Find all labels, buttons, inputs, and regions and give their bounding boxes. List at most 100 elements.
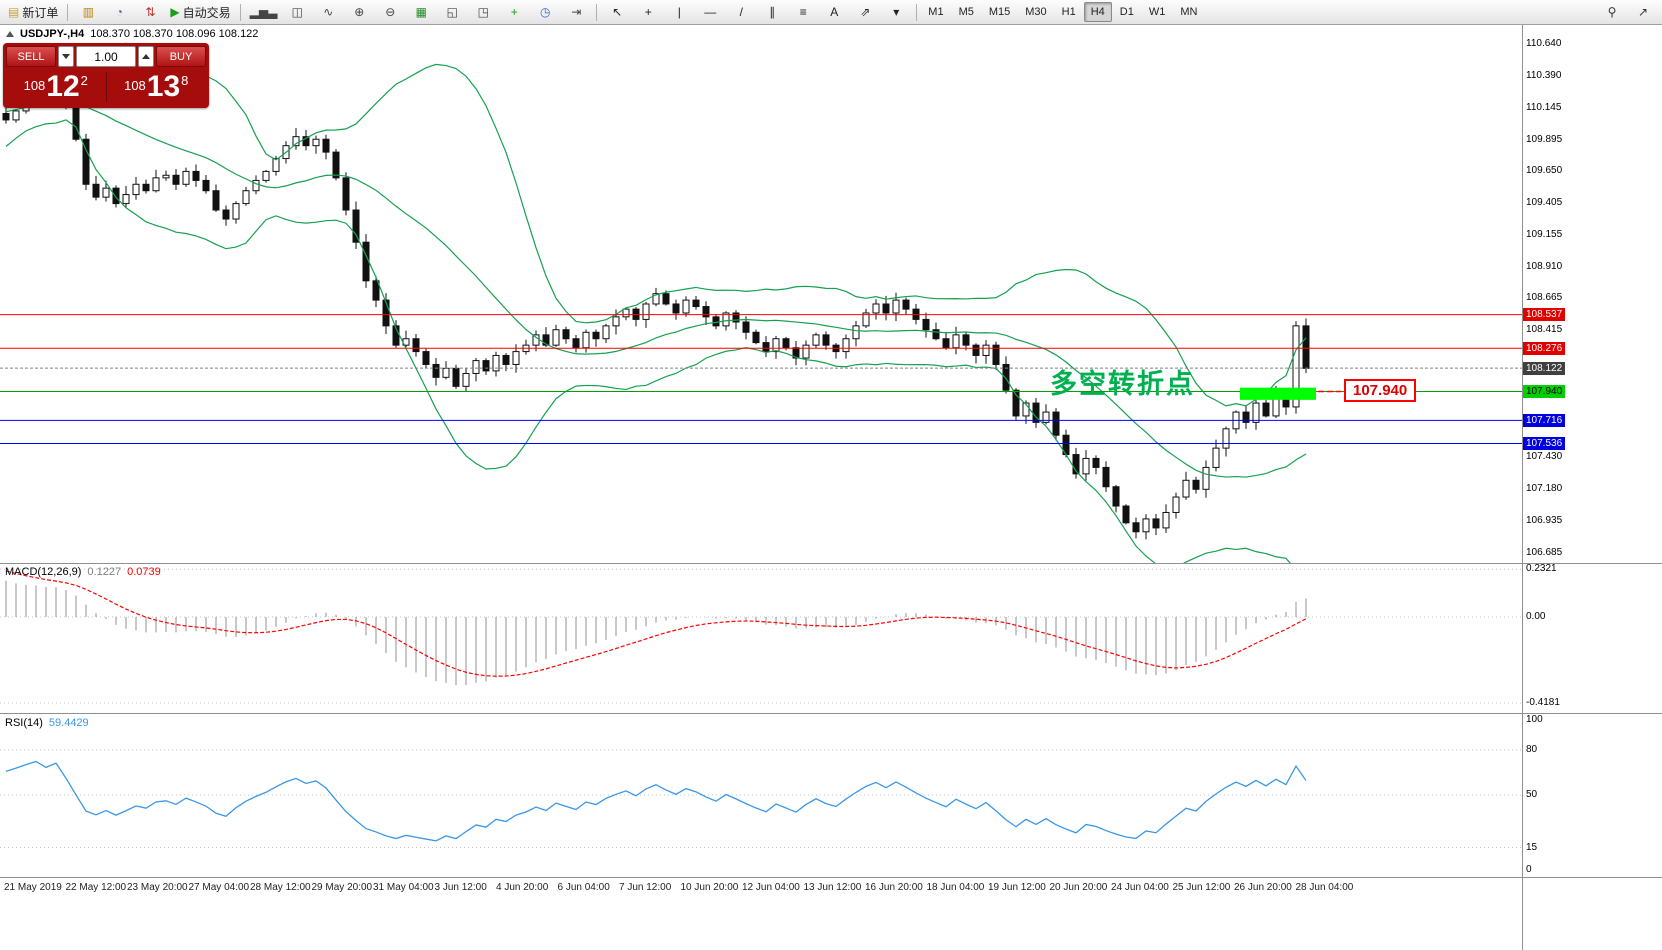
timeframe-h1[interactable]: H1 xyxy=(1061,6,1076,18)
chart-symbol-header: USDJPY-,H4 108.370 108.370 108.096 108.1… xyxy=(6,28,258,40)
arrange-windows-icon[interactable]: ◳ xyxy=(468,1,498,23)
candle-body xyxy=(152,177,160,192)
time-axis-label: 10 Jun 20:00 xyxy=(680,882,739,893)
candlestick-chart-icon: ◫ xyxy=(291,5,303,19)
price-axis-label: 109.650 xyxy=(1526,165,1563,177)
timeframe-mn[interactable]: MN xyxy=(1180,6,1198,18)
timeframe-m30[interactable]: M30 xyxy=(1025,6,1047,18)
candle-body xyxy=(712,316,720,327)
candle-body xyxy=(812,334,820,346)
timeframe-m1[interactable]: M1 xyxy=(928,6,944,18)
new-chart-icon[interactable]: ▥ xyxy=(73,1,103,23)
candle-body xyxy=(892,299,900,314)
macd-title: MACD(12,26,9) xyxy=(5,566,82,578)
candle-body xyxy=(242,190,250,205)
zoom-out-icon[interactable]: ⊖ xyxy=(375,1,405,23)
candle-body xyxy=(592,331,600,340)
line-chart-icon[interactable]: ∿ xyxy=(313,1,343,23)
market-watch-icon[interactable]: ⇅ xyxy=(135,1,165,23)
bollinger-upper-band xyxy=(5,42,1307,407)
candle-body xyxy=(302,136,310,147)
price-axis-label: 108.665 xyxy=(1526,292,1563,304)
top-toolbar: ▤ 新订单 ▥ ◔ ⇅ ▶ 自动交易 ▂▅▃ ◫ ∿ ⊕ ⊖ ▦ ◱ ◳ + ◷ ⇥ ↖ + | — / ∥ ≡ A ⇗ ▾ M1 M5… xyxy=(0,0,1662,25)
text-icon: A xyxy=(830,5,839,19)
candle-body xyxy=(1002,363,1010,391)
volume-decrease-button[interactable] xyxy=(58,46,74,67)
cascade-windows-icon: ◱ xyxy=(446,5,458,19)
zoom-in-icon[interactable]: ⊕ xyxy=(344,1,374,23)
macd-signal-value: 0.0739 xyxy=(127,566,161,578)
time-axis-label: 16 Jun 20:00 xyxy=(865,882,923,893)
horizontal-line-icon[interactable]: — xyxy=(695,1,725,23)
candle-body xyxy=(2,112,10,121)
volume-increase-button[interactable] xyxy=(138,46,154,67)
arrows-icon[interactable]: ⇗ xyxy=(850,1,880,23)
channel-icon[interactable]: ∥ xyxy=(757,1,787,23)
candle-body xyxy=(1212,447,1220,468)
price-axis[interactable]: 110.640 110.390 110.145 109.895 109.650 109.4… xyxy=(1523,25,1662,950)
price-axis-label: 110.640 xyxy=(1526,38,1562,49)
candle-body xyxy=(1292,325,1300,408)
candle-body xyxy=(1152,518,1160,529)
price-callout-label[interactable]: 107.940 xyxy=(1344,379,1417,403)
macd-indicator-label: MACD(12,26,9) 0.1227 0.0739 xyxy=(5,566,161,578)
new-order-button[interactable]: ▤ 新订单 xyxy=(4,1,62,23)
price-axis-label: 106.685 xyxy=(1526,547,1563,558)
channel-icon: ∥ xyxy=(769,5,776,19)
candle-body xyxy=(472,360,480,374)
text-icon[interactable]: A xyxy=(819,1,849,23)
tile-windows-icon[interactable]: ▦ xyxy=(406,1,436,23)
buy-price[interactable]: 108 13 8 xyxy=(107,70,207,104)
candle-body xyxy=(922,318,930,331)
trendline-icon[interactable]: / xyxy=(726,1,756,23)
cycles-icon[interactable]: ◷ xyxy=(530,1,560,23)
highlight-zone[interactable] xyxy=(1240,387,1316,400)
candle-body xyxy=(502,354,510,365)
candle-body xyxy=(1042,411,1050,423)
candlestick-chart-icon[interactable]: ◫ xyxy=(282,1,312,23)
search-icon: ⚲ xyxy=(1607,5,1617,19)
candle-body xyxy=(682,299,690,314)
cascade-windows-icon[interactable]: ◱ xyxy=(437,1,467,23)
add-indicator-icon[interactable]: + xyxy=(499,1,529,23)
rsi-axis-label: 100 xyxy=(1526,714,1543,725)
timeframe-m15[interactable]: M15 xyxy=(988,6,1011,18)
autotrading-button[interactable]: ▶ 自动交易 xyxy=(166,1,234,23)
time-axis-label: 28 May 12:00 xyxy=(250,882,311,893)
candle-body xyxy=(612,316,620,327)
profiles-icon[interactable]: ◔ xyxy=(104,1,134,23)
search-icon[interactable]: ⚲ xyxy=(1597,1,1627,23)
timeframe-w1[interactable]: W1 xyxy=(1148,6,1166,18)
candle-body xyxy=(952,334,960,349)
time-axis[interactable]: 21 May 2019 22 May 12:00 23 May 20:00 27 Ma… xyxy=(0,878,1522,950)
timeframe-h4[interactable]: H4 xyxy=(1083,2,1112,22)
candle-body xyxy=(1072,454,1080,475)
price-axis-label: 109.405 xyxy=(1526,196,1563,208)
rsi-axis-label: 50 xyxy=(1526,789,1538,800)
timeframe-d1[interactable]: D1 xyxy=(1119,6,1134,18)
sell-button[interactable]: SELL xyxy=(6,46,56,67)
crosshair-icon[interactable]: + xyxy=(633,1,663,23)
buy-button[interactable]: BUY xyxy=(156,46,206,67)
volume-input[interactable]: 1.00 xyxy=(76,46,136,67)
chart-shift-icon[interactable]: ⇥ xyxy=(561,1,591,23)
price-marker-support: 107.940 xyxy=(1523,384,1565,398)
candle-body xyxy=(1202,466,1210,490)
candle-body xyxy=(982,344,990,356)
candle-body xyxy=(202,179,210,192)
vertical-line-icon[interactable]: | xyxy=(664,1,694,23)
cursor-icon[interactable]: ↖ xyxy=(602,1,632,23)
candle-body xyxy=(962,334,970,346)
objects-dropdown-icon[interactable]: ▾ xyxy=(881,1,911,23)
sell-price[interactable]: 108 12 2 xyxy=(6,70,106,104)
bar-chart-icon[interactable]: ▂▅▃ xyxy=(246,1,282,23)
quick-nav-icon[interactable]: ↗ xyxy=(1628,1,1658,23)
price-axis-label: 108.415 xyxy=(1526,324,1563,336)
fibonacci-icon[interactable]: ≡ xyxy=(788,1,818,23)
collapse-panel-icon[interactable] xyxy=(6,31,14,37)
arrows-icon: ⇗ xyxy=(860,5,871,19)
trade-panel-prices: 108 12 2 108 13 8 xyxy=(6,69,206,105)
timeframe-m5[interactable]: M5 xyxy=(958,6,974,18)
